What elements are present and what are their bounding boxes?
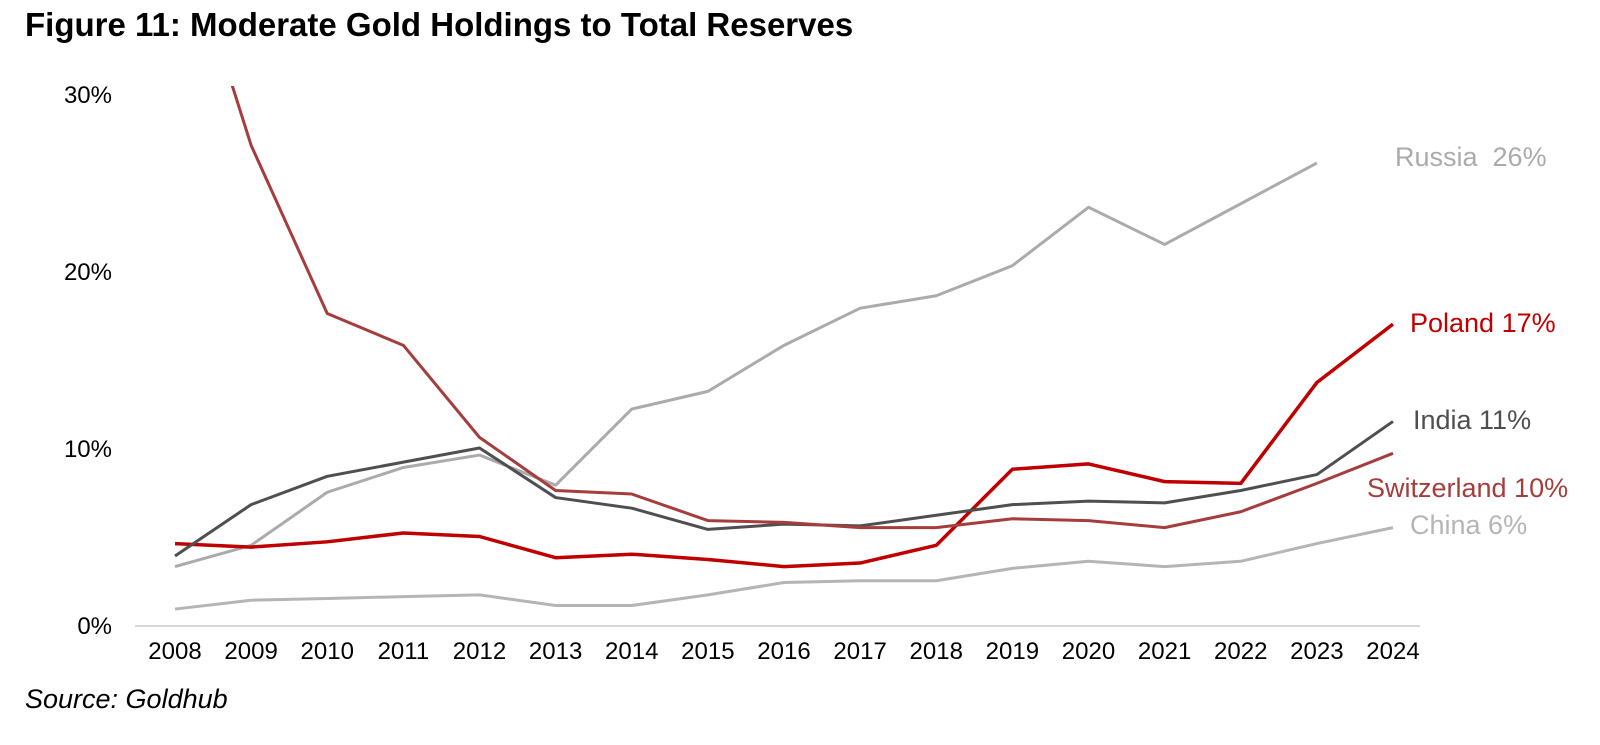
series-line-india (174, 420, 1394, 558)
series-line-switzerland (230, 86, 1394, 530)
series-line-russia (174, 161, 1318, 569)
series-line-poland (174, 322, 1395, 569)
x-tick-label: 2015 (681, 638, 734, 665)
x-tick-label: 2016 (757, 638, 810, 665)
x-tick-label: 2013 (529, 638, 582, 665)
y-tick-label: 10% (64, 436, 112, 463)
y-tick-label: 20% (64, 259, 112, 286)
series-line-china (174, 526, 1394, 611)
x-tick-label: 2012 (453, 638, 506, 665)
source-note: Source: Goldhub (25, 684, 228, 714)
x-tick-label: 2009 (224, 638, 277, 665)
x-tick-label: 2024 (1366, 638, 1419, 665)
x-tick-label: 2019 (986, 638, 1039, 665)
x-tick-label: 2008 (148, 638, 201, 665)
x-tick-label: 2010 (301, 638, 354, 665)
x-tick-label: 2017 (833, 638, 886, 665)
series-label-china: China 6% (1410, 510, 1527, 540)
series-label-poland: Poland 17% (1410, 308, 1556, 338)
series-label-india: India 11% (1413, 405, 1531, 435)
x-tick-label: 2022 (1214, 638, 1267, 665)
series-label-switzerland: Switzerland 10% (1367, 473, 1568, 503)
x-tick-label: 2018 (910, 638, 963, 665)
x-tick-label: 2023 (1290, 638, 1343, 665)
x-tick-label: 2021 (1138, 638, 1191, 665)
series-label-russia: Russia 26% (1395, 142, 1547, 172)
x-tick-label: 2020 (1062, 638, 1115, 665)
chart-title: Figure 11: Moderate Gold Holdings to Tot… (25, 6, 854, 43)
y-tick-label: 0% (77, 613, 112, 640)
y-tick-label: 30% (64, 82, 112, 109)
x-tick-label: 2011 (378, 638, 430, 665)
x-tick-label: 2014 (605, 638, 658, 665)
